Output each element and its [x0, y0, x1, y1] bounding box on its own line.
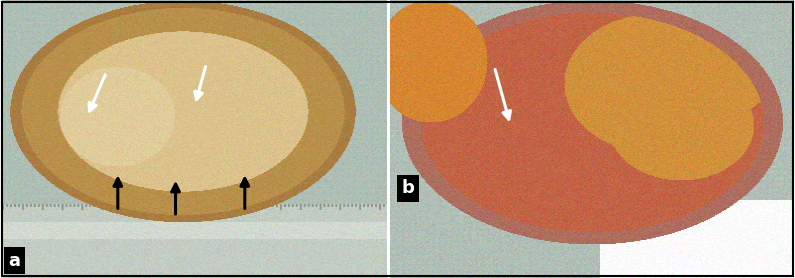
Text: b: b: [401, 179, 414, 197]
Text: a: a: [8, 252, 20, 270]
